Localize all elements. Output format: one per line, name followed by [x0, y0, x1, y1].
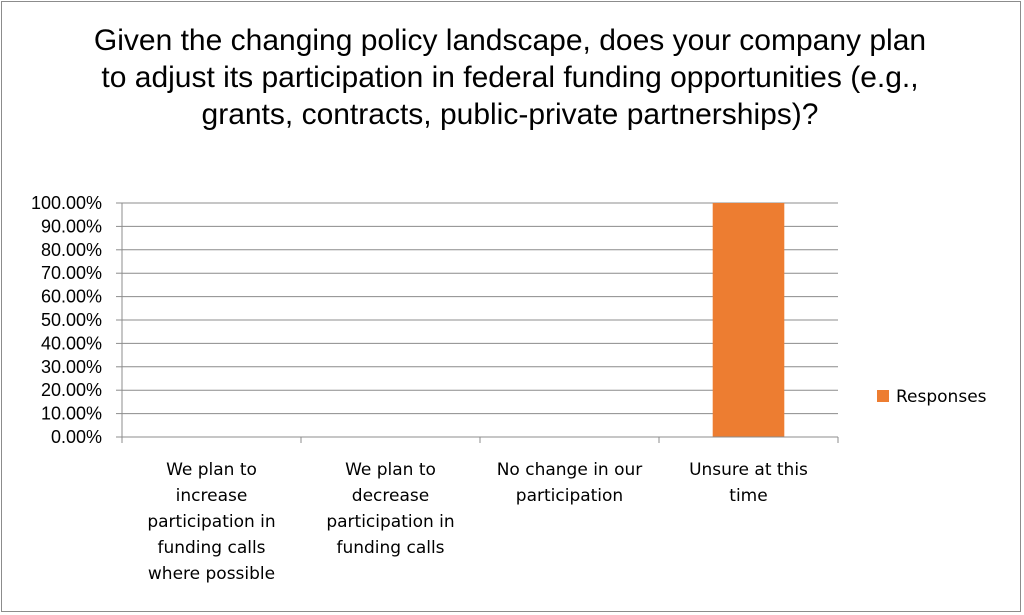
y-tick-label: 80.00% [41, 240, 102, 260]
legend: Responses [877, 387, 987, 407]
x-tick-labels: We plan to increase participation in fundin… [147, 460, 808, 584]
y-tick-label: 40.00% [41, 333, 102, 353]
y-tick-label: 70.00% [41, 263, 102, 283]
x-category-label: We plan to increase participation in fundin… [147, 460, 275, 584]
y-tick-label: 60.00% [41, 287, 102, 307]
bar [712, 203, 785, 437]
x-category-label: No change in our participation [497, 460, 643, 506]
legend-label: Responses [896, 387, 987, 407]
y-tick-label: 0.00% [51, 427, 102, 447]
y-tick-label: 50.00% [41, 310, 102, 330]
x-category-label: We plan to decrease participation in fundin… [326, 460, 454, 558]
y-tick-label: 30.00% [41, 357, 102, 377]
y-tick-label: 10.00% [41, 404, 102, 424]
y-tick-label: 100.00% [31, 193, 102, 213]
axes [116, 202, 839, 443]
y-tick-label: 20.00% [41, 380, 102, 400]
x-category-label: Unsure at this time [689, 460, 808, 506]
y-tick-labels: 0.00% 10.00% 20.00% 30.00% 40.00% 50.00% 60.00… [31, 193, 102, 447]
chart-title: Given the changing policy landscape, doe… [93, 24, 927, 131]
y-tick-label: 90.00% [41, 216, 102, 236]
bars [712, 203, 785, 437]
legend-swatch [877, 390, 889, 402]
